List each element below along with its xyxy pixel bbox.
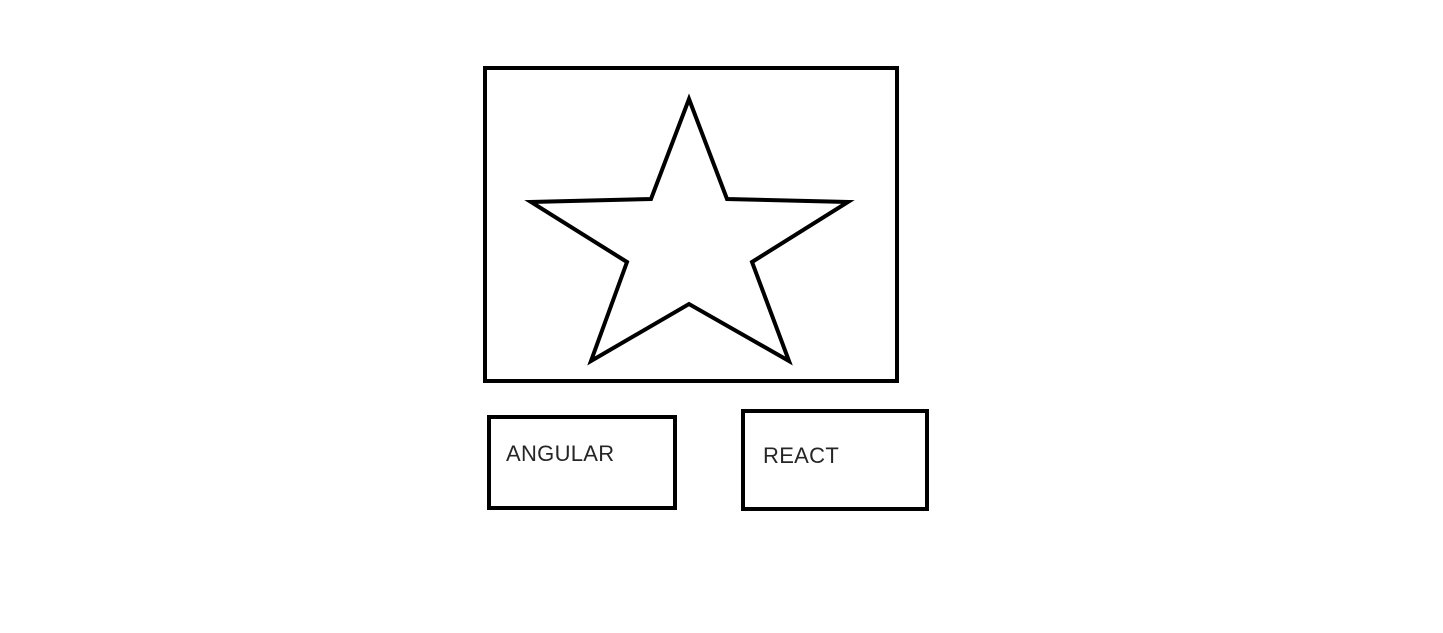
- angular-button[interactable]: ANGULAR: [487, 415, 677, 510]
- image-frame: [483, 66, 899, 383]
- angular-button-label: ANGULAR: [506, 441, 615, 466]
- star-icon: [524, 93, 855, 366]
- react-button-label: REACT: [763, 443, 840, 468]
- react-button[interactable]: REACT: [741, 409, 929, 511]
